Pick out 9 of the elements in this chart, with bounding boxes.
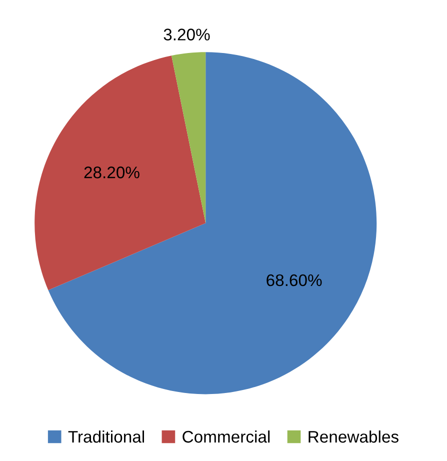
legend-label: Renewables <box>308 430 398 443</box>
pie-slice <box>171 52 206 224</box>
legend-label: Commercial <box>182 430 270 443</box>
data-label: 3.20% <box>164 28 210 40</box>
data-label: 28.20% <box>84 166 140 178</box>
data-label: 68.60% <box>266 274 322 286</box>
pie-slice <box>34 56 206 290</box>
pie-slice <box>48 52 377 394</box>
legend-label: Traditional <box>68 430 144 443</box>
